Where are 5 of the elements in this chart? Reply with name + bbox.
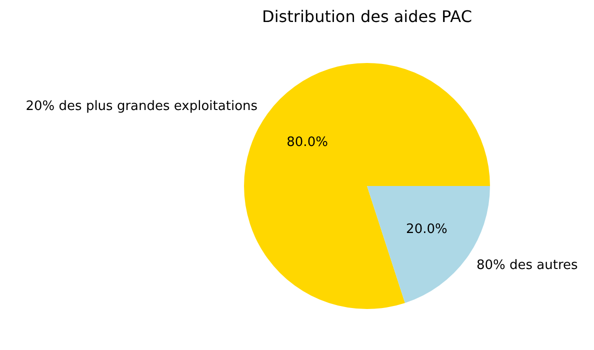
chart-title: Distribution des aides PAC [262,7,472,26]
slice-label: 80% des autres [476,258,578,273]
slice-label: 20% des plus grandes exploitations [26,98,258,114]
data-label: 80.0% [286,134,328,150]
data-label: 20.0% [406,222,448,237]
